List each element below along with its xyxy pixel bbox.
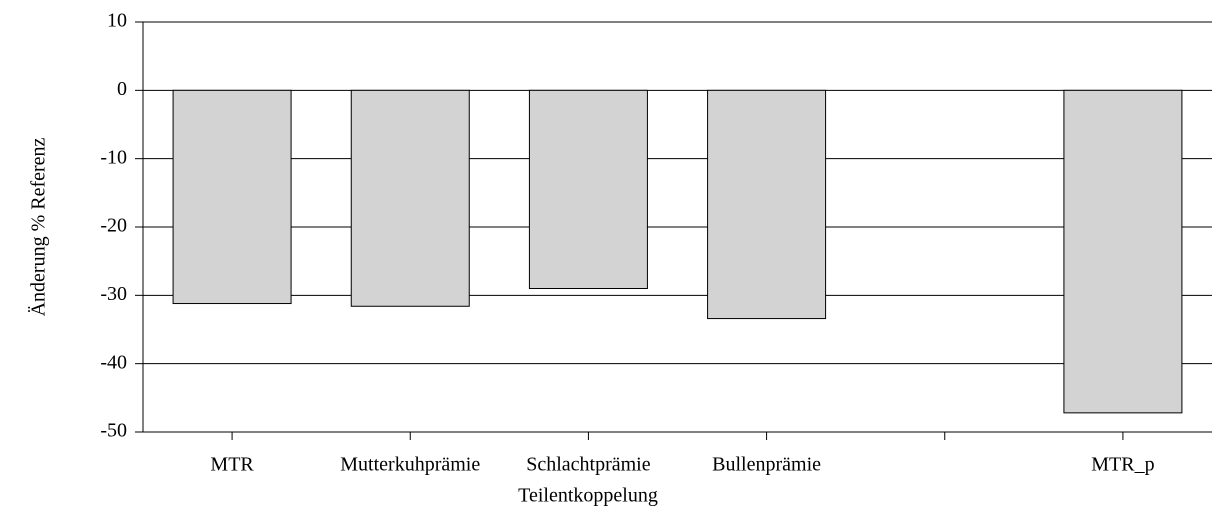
y-axis-title: Änderung % Referenz: [27, 137, 50, 316]
y-tick-label: 10: [107, 10, 127, 32]
bar: [350, 89, 470, 307]
x-tick-label: Bullenprämie: [712, 454, 821, 476]
x-tick-label: MTR: [210, 454, 254, 476]
y-tick-label: -30: [100, 283, 127, 305]
x-tick-label: Mutterkuhprämie: [340, 454, 480, 476]
y-tick-label: -50: [100, 420, 127, 442]
bar: [528, 89, 648, 290]
x-tick-label: MTR_p: [1091, 454, 1154, 476]
y-tick-label: -40: [100, 351, 127, 373]
x-axis-title: Teilentkoppelung: [518, 485, 658, 507]
bar: [707, 89, 827, 320]
y-tick-label: 0: [117, 78, 127, 100]
bar: [1063, 89, 1183, 414]
y-tick-label: -10: [100, 146, 127, 168]
y-tick-label: -20: [100, 215, 127, 237]
x-tick-label: Schlachtprämie: [526, 454, 651, 476]
bar: [172, 89, 292, 305]
